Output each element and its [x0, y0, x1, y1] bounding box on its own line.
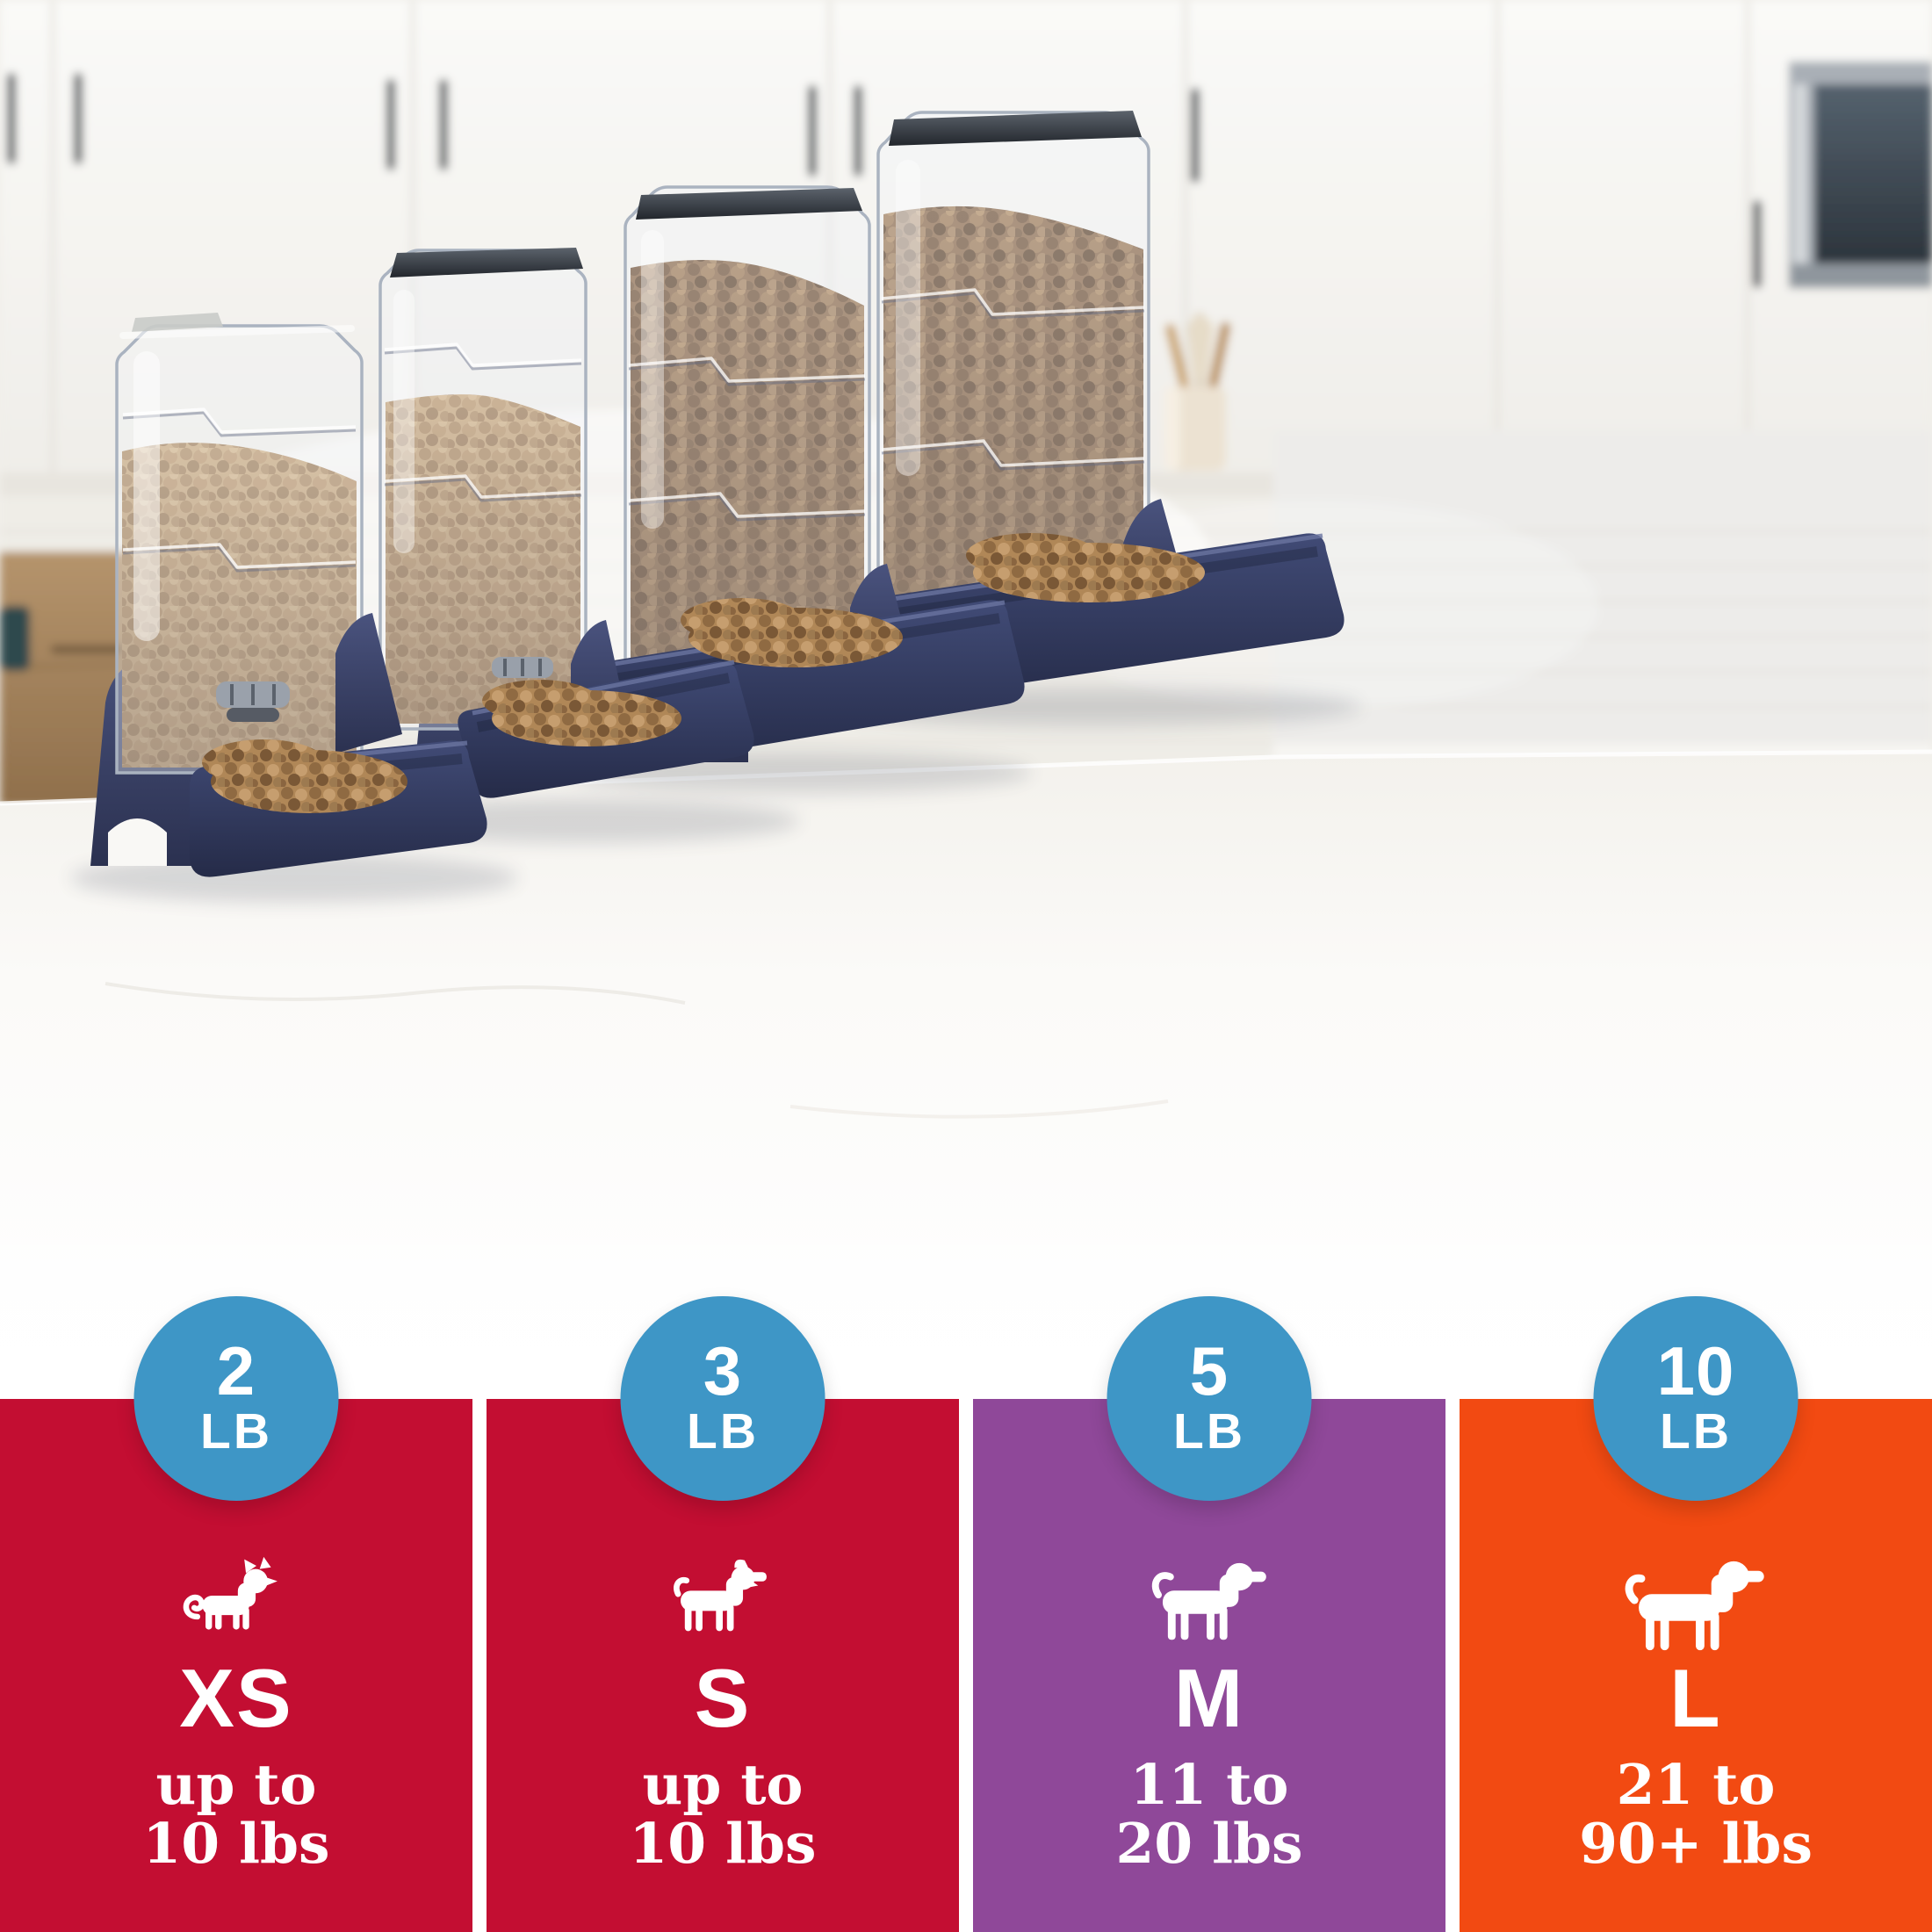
size-label: XS	[179, 1652, 293, 1744]
capacity-value: 2	[216, 1332, 256, 1410]
feeder-xs-arch	[108, 818, 167, 866]
size-comparison-panels: 2 LB XS up to 10 lbs	[0, 1296, 1932, 1932]
size-label: M	[1173, 1652, 1245, 1744]
weight-range: up to 10 lbs	[0, 1755, 472, 1874]
dog-medium-icon	[1143, 1555, 1276, 1654]
capacity-unit: LB	[1173, 1402, 1245, 1460]
capacity-unit: LB	[1660, 1402, 1732, 1460]
feeder-xs-photo	[90, 313, 487, 877]
kitchen-photo	[0, 0, 1932, 1399]
weight-range: up to 10 lbs	[487, 1755, 959, 1874]
size-label: L	[1669, 1652, 1722, 1744]
microwave	[1789, 61, 1932, 288]
capacity-unit: LB	[687, 1402, 759, 1460]
capacity-unit: LB	[200, 1402, 272, 1460]
size-panel-m: 5 LB M 11 to 20 lbs	[973, 1296, 1445, 1932]
feeder-xs-lid	[132, 313, 223, 332]
capacity-badge-l: 10 LB	[1593, 1296, 1799, 1501]
feeder-l-photo	[828, 111, 1344, 707]
capacity-value: 10	[1656, 1332, 1735, 1410]
capacity-badge-m: 5 LB	[1107, 1296, 1312, 1501]
feeder-m-hopper	[624, 185, 871, 696]
dog-large-icon	[1622, 1555, 1770, 1663]
size-panel-xs: 2 LB XS up to 10 lbs	[0, 1296, 472, 1932]
size-panel-l: 10 LB L 21 to 90+ lbs	[1460, 1296, 1932, 1932]
weight-range-line2: 20 lbs	[1115, 1811, 1303, 1877]
feeder-s-lid	[390, 248, 583, 278]
weight-range-line1: 21 to	[1616, 1752, 1776, 1817]
weight-range: 11 to 20 lbs	[973, 1755, 1445, 1874]
capacity-badge-s: 3 LB	[620, 1296, 825, 1501]
dog-small-icon	[662, 1555, 783, 1644]
weight-range-line1: up to	[642, 1752, 804, 1817]
canister	[0, 606, 30, 671]
weight-range-line2: 10 lbs	[629, 1811, 817, 1877]
weight-range: 21 to 90+ lbs	[1460, 1755, 1932, 1874]
cabinet-handles	[7, 73, 1762, 288]
feeder-s-photo	[378, 248, 754, 798]
weight-range-line2: 10 lbs	[142, 1811, 330, 1877]
weight-range-line1: up to	[155, 1752, 317, 1817]
capacity-value: 3	[703, 1332, 743, 1410]
weight-range-line2: 90+ lbs	[1579, 1811, 1813, 1877]
feeder-l-lid	[889, 111, 1142, 146]
capacity-badge-xs: 2 LB	[133, 1296, 339, 1501]
size-label: S	[694, 1652, 752, 1744]
feeder-m-lid	[636, 188, 862, 220]
kitchen-photo-illustration	[0, 0, 1932, 1399]
cat-icon	[179, 1555, 293, 1640]
feeder-xs-hopper	[115, 324, 364, 775]
weight-range-line1: 11 to	[1129, 1752, 1289, 1817]
size-panel-s: 3 LB S up to 10 lbs	[487, 1296, 959, 1932]
utensil-crock	[1164, 313, 1231, 471]
capacity-value: 5	[1189, 1332, 1229, 1410]
